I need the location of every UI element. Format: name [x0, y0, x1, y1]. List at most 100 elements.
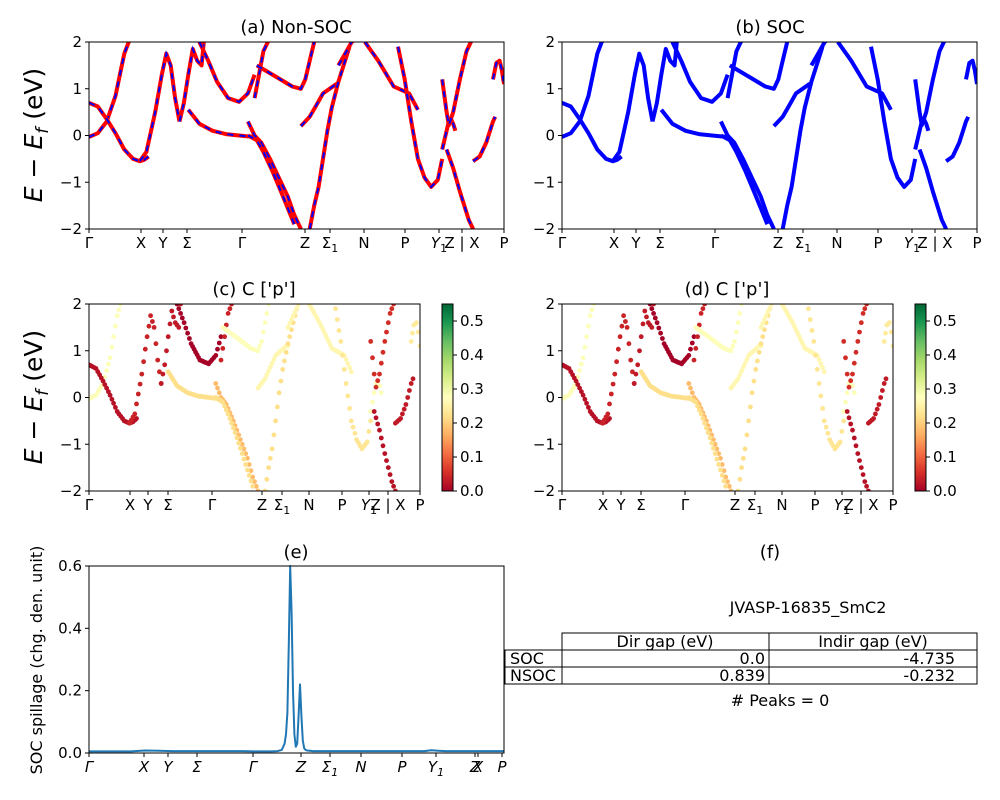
point-d-11 — [744, 432, 750, 438]
table-header-dir-text: Dir gap (eV) — [617, 632, 714, 651]
point-d-17 — [866, 488, 871, 491]
point-c-11 — [266, 465, 271, 470]
point-c-10 — [259, 339, 264, 344]
point-c-12 — [300, 299, 305, 304]
point-d-14 — [825, 430, 831, 436]
x-tick-label-e-7: N — [355, 758, 366, 776]
x-tick-label-d-8: P — [810, 496, 819, 514]
point-c-5 — [178, 311, 184, 316]
x-tick-label-a-3: Σ — [182, 234, 191, 252]
band-a-blue-dash-0 — [89, 42, 131, 138]
x-tick-label-c-10: Z | X — [370, 496, 405, 514]
point-c-5 — [183, 325, 189, 331]
point-d-18 — [871, 416, 876, 421]
x-tick-label-a-6: Σ1 — [322, 234, 338, 255]
x-tick-label-b-9: Y1 — [904, 234, 920, 255]
point-d-0 — [580, 355, 586, 361]
point-d-6 — [698, 311, 704, 316]
point-d-0 — [594, 304, 597, 305]
point-c-2 — [146, 323, 152, 329]
point-d-11 — [751, 378, 757, 384]
point-c-17 — [380, 443, 386, 449]
point-c-11 — [287, 334, 293, 340]
point-c-2 — [134, 401, 139, 407]
point-d-8 — [705, 430, 711, 435]
x-tick-label-e-10: Z — [469, 758, 481, 776]
band-a-red-19 — [491, 58, 504, 85]
band-a-blue-dash-14 — [397, 46, 444, 189]
band-a-blue-dash-13 — [364, 42, 419, 111]
point-c-14 — [350, 424, 356, 430]
point-d-5 — [688, 346, 693, 352]
y-tick-label-e-0: 0.0 — [58, 744, 82, 762]
point-d-6 — [702, 304, 707, 307]
point-d-6 — [705, 304, 708, 305]
point-d-16 — [846, 384, 852, 390]
x-tick-label-a-11: P — [499, 234, 508, 252]
point-d-3 — [637, 348, 642, 354]
point-c-15 — [370, 399, 375, 405]
band-b-2 — [611, 51, 655, 163]
point-d-10 — [733, 329, 739, 335]
point-d-8 — [707, 435, 713, 441]
y-tick-label-a-4: 2 — [72, 33, 82, 51]
y-tick-label-e-3: 0.6 — [58, 557, 82, 575]
table-soc-indir: -4.735 — [903, 649, 955, 668]
panel-c-frame — [88, 303, 421, 492]
point-d-6 — [696, 322, 702, 328]
point-d-9 — [735, 376, 741, 382]
y-tick-label-c-2: 0 — [72, 389, 82, 407]
x-tick-label-e-5: Z — [295, 758, 307, 776]
point-d-14 — [809, 328, 815, 333]
point-d-2 — [614, 359, 619, 365]
point-d-17 — [850, 427, 855, 433]
point-d-8 — [721, 478, 727, 484]
point-c-18 — [410, 376, 416, 382]
y-tick-label-d-2: 0 — [545, 389, 555, 407]
point-c-14 — [333, 306, 338, 312]
point-d-8 — [711, 445, 716, 451]
point-d-5 — [686, 353, 692, 358]
band-a-blue-dash-5 — [198, 42, 256, 103]
point-c-5 — [216, 340, 222, 346]
point-d-7 — [686, 381, 692, 386]
x-tick-label-b-4: Γ — [711, 234, 720, 252]
point-c-18 — [407, 388, 412, 393]
point-c-14 — [343, 381, 349, 386]
x-tick-label-c-6: Σ1 — [274, 496, 290, 517]
point-c-2 — [137, 381, 143, 387]
band-a-blue-dash-7 — [246, 121, 302, 229]
band-a-blue-dash-10 — [256, 42, 316, 90]
point-c-9 — [266, 368, 271, 374]
y-tick-label-d-4: 2 — [545, 295, 555, 313]
point-d-10 — [737, 311, 743, 316]
point-d-11 — [735, 488, 741, 491]
point-c-10 — [262, 320, 268, 326]
point-c-3 — [171, 314, 176, 320]
x-tick-label-d-4: Γ — [681, 496, 690, 514]
panel-d-colorbar: 0.0 0.1 0.2 0.3 0.4 0.5 — [914, 303, 957, 500]
point-c-0 — [104, 368, 109, 373]
band-b-10 — [728, 42, 790, 91]
point-d-16 — [855, 339, 861, 344]
point-d-12 — [773, 299, 778, 304]
point-d-17 — [862, 479, 868, 484]
point-c-10 — [260, 329, 266, 335]
band-b-6 — [725, 42, 744, 99]
point-c-18 — [405, 395, 411, 400]
panel-b-bands — [562, 42, 977, 229]
point-d-2 — [617, 334, 623, 340]
point-d-16 — [858, 320, 864, 326]
point-d-9 — [744, 356, 750, 362]
point-c-5 — [174, 304, 180, 307]
point-d-7 — [688, 385, 693, 391]
point-d-17 — [855, 451, 861, 456]
point-c-16 — [375, 378, 381, 384]
point-d-7 — [689, 390, 695, 396]
point-d-10 — [732, 339, 737, 344]
point-c-18 — [403, 402, 409, 407]
point-c-11 — [271, 432, 277, 438]
point-d-0 — [584, 334, 589, 340]
x-tick-label-e-3: Σ — [192, 758, 202, 776]
point-d-16 — [844, 371, 850, 377]
